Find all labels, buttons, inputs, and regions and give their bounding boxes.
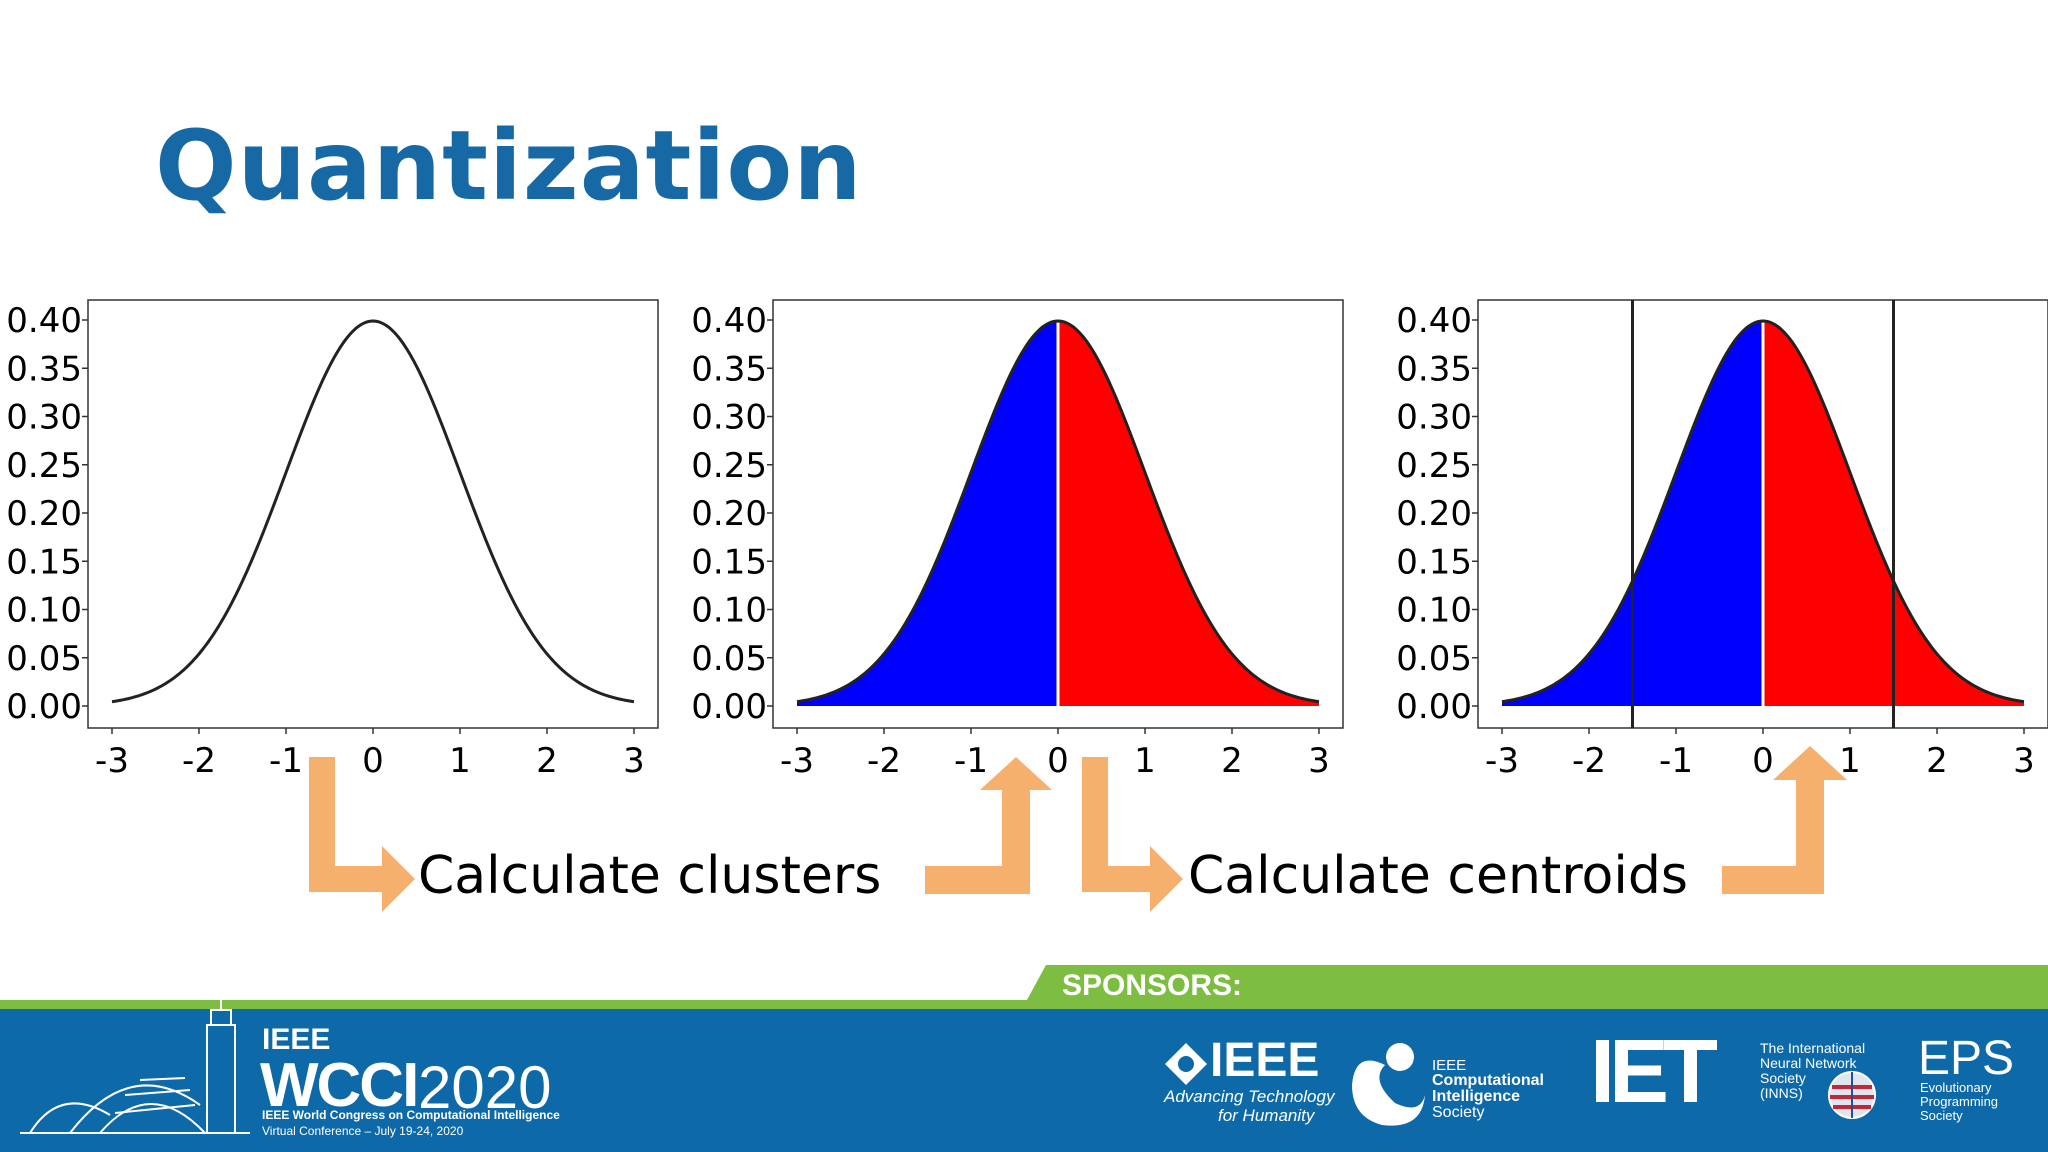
ieee-diamond-icon bbox=[1165, 1043, 1207, 1085]
calculate-clusters-label: Calculate clusters bbox=[418, 846, 882, 906]
inns-line-1: The International bbox=[1760, 1040, 1866, 1056]
density-curve bbox=[111, 319, 635, 704]
x-tick-label: -3 bbox=[95, 741, 129, 781]
x-tick-label: -1 bbox=[954, 741, 988, 781]
x-tick-label: 0 bbox=[1047, 741, 1069, 781]
x-tick-label: -2 bbox=[182, 741, 216, 781]
x-tick-label: 3 bbox=[2013, 741, 2035, 781]
inns-line-3: Society bbox=[1760, 1070, 1806, 1086]
chart-normal-curve: 0.00 0.05 0.10 0.15 0.20 0.25 0.30 0.35 0.40 -3 -2… bbox=[6, 299, 659, 781]
x-tick-label: 3 bbox=[1308, 741, 1330, 781]
y-tick-label: 0.25 bbox=[6, 446, 82, 486]
density-curve bbox=[1501, 319, 2025, 704]
sponsors-heading: SPONSORS: bbox=[1062, 969, 1243, 1002]
y-tick-label: 0.20 bbox=[691, 494, 767, 534]
y-tick-label: 0.05 bbox=[1396, 639, 1472, 679]
y-tick-label: 0.40 bbox=[6, 301, 82, 341]
cis-logo-icon bbox=[1352, 1043, 1425, 1126]
chart-centroids: 0.00 0.05 0.10 0.15 0.20 0.25 0.30 0.35 0.40 -3 -2… bbox=[1396, 299, 2048, 781]
arrow-to-chart-3 bbox=[1722, 746, 1847, 894]
ieee-tagline-2: for Humanity bbox=[1218, 1106, 1315, 1125]
y-tick-label: 0.15 bbox=[6, 542, 82, 582]
x-tick-label: -2 bbox=[1572, 741, 1606, 781]
x-tick-label: 3 bbox=[623, 741, 645, 781]
y-tick-label: 0.10 bbox=[691, 591, 767, 631]
y-tick-label: 0.10 bbox=[1396, 591, 1472, 631]
y-tick-label: 0.40 bbox=[1396, 301, 1472, 341]
iet-logo-text: IET bbox=[1590, 1022, 1718, 1122]
x-tick-label: -2 bbox=[867, 741, 901, 781]
x-tick-label: -1 bbox=[1659, 741, 1693, 781]
x-tick-label: -1 bbox=[269, 741, 303, 781]
y-tick-label: 0.15 bbox=[691, 542, 767, 582]
cis-line-4: Society bbox=[1432, 1104, 1485, 1121]
y-tick-label: 0.40 bbox=[691, 301, 767, 341]
slide-title: Quantization bbox=[155, 110, 863, 222]
y-tick-label: 0.10 bbox=[6, 591, 82, 631]
ieee-logo-text: IEEE bbox=[1210, 1034, 1320, 1087]
x-tick-label: -3 bbox=[780, 741, 814, 781]
y-tick-label: 0.30 bbox=[6, 398, 82, 438]
ieee-tagline-1: Advancing Technology bbox=[1164, 1087, 1335, 1106]
wcci-full-name: IEEE World Congress on Computational Int… bbox=[262, 1108, 560, 1122]
inns-line-2: Neural Network bbox=[1760, 1055, 1857, 1071]
y-tick-label: 0.05 bbox=[6, 639, 82, 679]
y-tick-label: 0.15 bbox=[1396, 542, 1472, 582]
y-tick-label: 0.25 bbox=[691, 446, 767, 486]
eps-line-2: Programming bbox=[1920, 1094, 1999, 1109]
density-curve bbox=[796, 319, 1320, 704]
wcci-name: WCCI bbox=[260, 1051, 419, 1120]
chart-clusters: 0.00 0.05 0.10 0.15 0.20 0.25 0.30 0.35 0.40 -3 -2… bbox=[691, 299, 1344, 781]
cis-line-3: Intelligence bbox=[1432, 1088, 1521, 1105]
y-tick-label: 0.30 bbox=[1396, 398, 1472, 438]
x-tick-label: 0 bbox=[1752, 741, 1774, 781]
y-tick-label: 0.30 bbox=[691, 398, 767, 438]
eps-line-1: Evolutionary bbox=[1920, 1080, 1992, 1095]
cis-line-1: IEEE bbox=[1432, 1057, 1467, 1074]
x-tick-label: 1 bbox=[1134, 741, 1156, 781]
y-tick-label: 0.00 bbox=[1396, 687, 1472, 727]
eps-line-3: Society bbox=[1920, 1108, 1963, 1123]
eps-logo-text: EPS bbox=[1918, 1032, 2015, 1085]
flow-arrows bbox=[309, 746, 1847, 912]
cis-line-2: Computational bbox=[1432, 1072, 1544, 1089]
inns-globe-icon bbox=[1828, 1071, 1876, 1119]
x-tick-label: 2 bbox=[536, 741, 558, 781]
x-tick-label: 1 bbox=[449, 741, 471, 781]
y-tick-label: 0.35 bbox=[6, 349, 82, 389]
arrow-to-chart-2 bbox=[925, 757, 1052, 894]
wcci-venue-icon bbox=[20, 993, 250, 1134]
y-tick-label: 0.05 bbox=[691, 639, 767, 679]
arrow-to-clusters-label bbox=[309, 757, 415, 912]
wcci-ieee-text: IEEE bbox=[262, 1023, 331, 1056]
arrow-to-centroids-label bbox=[1082, 757, 1183, 912]
x-tick-label: -3 bbox=[1485, 741, 1519, 781]
inns-line-4: (INNS) bbox=[1760, 1085, 1803, 1101]
wcci-year: 2020 bbox=[418, 1054, 552, 1121]
x-tick-label: 0 bbox=[362, 741, 384, 781]
y-tick-label: 0.25 bbox=[1396, 446, 1472, 486]
x-tick-label: 2 bbox=[1221, 741, 1243, 781]
x-tick-label: 1 bbox=[1839, 741, 1861, 781]
calculate-centroids-label: Calculate centroids bbox=[1188, 846, 1688, 906]
y-tick-label: 0.00 bbox=[6, 687, 82, 727]
y-tick-label: 0.20 bbox=[1396, 494, 1472, 534]
y-tick-label: 0.00 bbox=[691, 687, 767, 727]
wcci-conference: Virtual Conference – July 19-24, 2020 bbox=[262, 1124, 464, 1138]
sponsor-footer: SPONSORS: IEEE WCCI 2020 IEEE World Cong… bbox=[0, 965, 2048, 1152]
x-tick-label: 2 bbox=[1926, 741, 1948, 781]
y-tick-label: 0.20 bbox=[6, 494, 82, 534]
plot-frame bbox=[87, 299, 659, 729]
y-tick-label: 0.35 bbox=[691, 349, 767, 389]
footer-background bbox=[0, 965, 2048, 1152]
y-tick-label: 0.35 bbox=[1396, 349, 1472, 389]
